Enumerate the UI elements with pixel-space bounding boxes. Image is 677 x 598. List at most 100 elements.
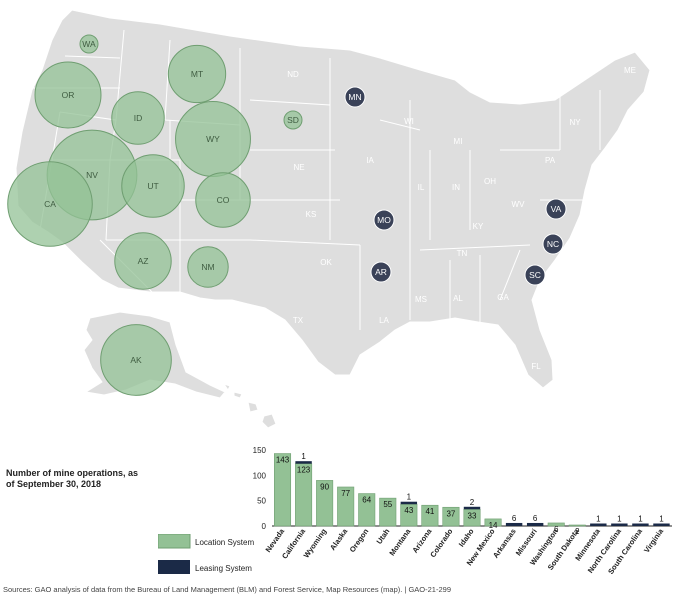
bubble-state-label: NC bbox=[547, 239, 559, 249]
bar-arizona: 41 bbox=[421, 504, 439, 527]
bubble-ut: UT bbox=[121, 154, 185, 218]
y-tick-label: 0 bbox=[262, 522, 267, 531]
state-label-ny: NY bbox=[569, 118, 581, 127]
location-value-label: 33 bbox=[468, 511, 477, 520]
location-value-label: 37 bbox=[446, 509, 455, 518]
location-value-label: 6 bbox=[554, 525, 559, 534]
bubble-sc: SC bbox=[524, 264, 546, 286]
leasing-value-label: 1 bbox=[407, 493, 412, 502]
us-map: WA MT ND MN OR ID SD WY WI MI NY ME NV UT CO NE IA IL IN OH… bbox=[7, 9, 651, 429]
bubble-state-label: CO bbox=[217, 195, 230, 205]
bubble-ca: CA bbox=[7, 161, 93, 247]
location-value-label: 14 bbox=[489, 521, 498, 530]
location-system-label: Location System bbox=[195, 538, 254, 547]
bubble-circle bbox=[34, 61, 102, 129]
bubble-state-label: AZ bbox=[138, 256, 149, 266]
location-value-label: 77 bbox=[341, 489, 350, 498]
bubble-circle bbox=[195, 172, 251, 228]
location-system-swatch bbox=[158, 534, 191, 549]
bar-virginia: 1 bbox=[653, 515, 670, 526]
leasing-value-label: 1 bbox=[659, 515, 664, 524]
hawaii-shape bbox=[222, 383, 277, 429]
bubble-state-label: MN bbox=[348, 92, 361, 102]
bubble-or: OR bbox=[34, 61, 102, 129]
bar-south-dakota: 2 bbox=[568, 524, 586, 536]
location-bar bbox=[337, 486, 355, 527]
bubble-circle bbox=[187, 246, 229, 288]
category-label: Montana bbox=[387, 526, 413, 557]
state-label-ky: KY bbox=[473, 222, 484, 231]
bar-washington: 6 bbox=[547, 522, 565, 534]
state-label-oh: OH bbox=[484, 177, 496, 186]
leasing-value-label: 1 bbox=[301, 452, 306, 461]
bar-utah: 55 bbox=[379, 497, 397, 527]
leasing-bar bbox=[526, 522, 544, 526]
leasing-bar bbox=[295, 461, 312, 464]
bubble-mt: MT bbox=[167, 44, 227, 104]
leasing-bar bbox=[505, 522, 523, 526]
location-bar bbox=[379, 497, 397, 527]
bubble-state-label: VA bbox=[551, 204, 562, 214]
location-value-label: 2 bbox=[575, 527, 580, 536]
y-tick-label: 100 bbox=[253, 471, 267, 480]
leasing-bar bbox=[400, 501, 418, 505]
bubble-va: VA bbox=[545, 198, 567, 220]
location-bar bbox=[568, 524, 586, 527]
bubble-circle bbox=[373, 209, 395, 231]
location-bar bbox=[484, 518, 502, 527]
location-bar bbox=[421, 504, 439, 527]
bubble-state-label: ID bbox=[134, 113, 143, 123]
bubble-state-label: SD bbox=[287, 115, 299, 125]
bubble-nc: NC bbox=[542, 233, 564, 255]
bubble-circle bbox=[111, 91, 165, 145]
bubble-az: AZ bbox=[114, 232, 172, 290]
bubble-circle bbox=[100, 324, 172, 396]
location-value-label: 64 bbox=[362, 496, 371, 505]
bubble-circle bbox=[7, 161, 93, 247]
bar-colorado: 37 bbox=[442, 506, 460, 527]
state-label-ok: OK bbox=[320, 258, 332, 267]
bubble-nm: NM bbox=[187, 246, 229, 288]
category-label: Virginia bbox=[642, 526, 666, 554]
bubble-state-label: SC bbox=[529, 270, 541, 280]
bar-north-carolina: 1 bbox=[611, 515, 628, 526]
state-label-fl: FL bbox=[531, 362, 541, 371]
category-label: Oregon bbox=[348, 527, 371, 554]
category-label: Utah bbox=[374, 527, 391, 546]
leasing-value-label: 2 bbox=[470, 498, 475, 507]
leasing-bar bbox=[632, 523, 649, 526]
bar-oregon: 64 bbox=[358, 493, 376, 527]
leasing-system-swatch bbox=[158, 560, 190, 574]
bubble-state-label: MT bbox=[191, 69, 203, 79]
bubble-circle bbox=[283, 110, 303, 130]
bubble-state-label: WA bbox=[82, 39, 96, 49]
bar-missouri: 6 bbox=[526, 514, 544, 526]
bubble-wa: WA bbox=[79, 34, 99, 54]
state-label-la: LA bbox=[379, 316, 389, 325]
location-bar bbox=[547, 522, 565, 527]
bubble-co: CO bbox=[195, 172, 251, 228]
bubble-circle bbox=[344, 86, 366, 108]
state-label-nd: ND bbox=[287, 70, 299, 79]
bubble-state-label: WY bbox=[206, 134, 220, 144]
chart-y-axis: 0 50 100 150 bbox=[253, 446, 672, 531]
bubble-id: ID bbox=[111, 91, 165, 145]
bar-nevada: 143 bbox=[274, 453, 292, 527]
state-label-tn: TN bbox=[457, 249, 468, 258]
category-label: Idaho bbox=[457, 527, 476, 549]
state-label-ms: MS bbox=[415, 295, 427, 304]
leasing-value-label: 6 bbox=[512, 514, 517, 523]
location-bar bbox=[316, 480, 334, 527]
leasing-value-label: 1 bbox=[596, 515, 601, 524]
state-label-in: IN bbox=[452, 183, 460, 192]
bar-wyoming: 90 bbox=[316, 480, 334, 527]
bar-idaho: 332 bbox=[463, 498, 481, 527]
state-label-ia: IA bbox=[366, 156, 374, 165]
bar-south-carolina: 1 bbox=[632, 515, 649, 526]
bar-montana: 431 bbox=[400, 493, 418, 527]
state-label-tx: TX bbox=[293, 316, 304, 325]
bubble-circle bbox=[114, 232, 172, 290]
size-legend-title: Number of mine operations, as of Septemb… bbox=[6, 468, 139, 489]
category-label: Alaska bbox=[328, 526, 350, 552]
bubble-state-label: AR bbox=[375, 267, 387, 277]
